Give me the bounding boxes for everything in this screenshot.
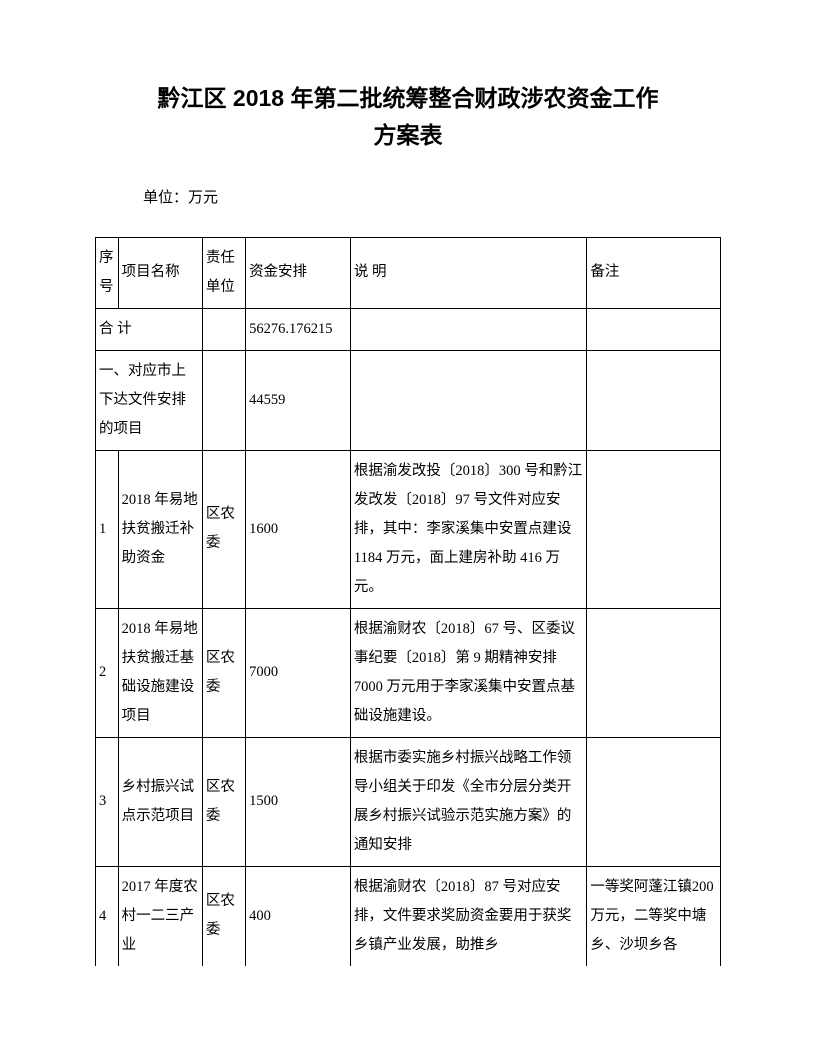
table-header-row: 序号 项目名称 责任单位 资金安排 说 明 备注 <box>96 237 721 308</box>
header-desc: 说 明 <box>350 237 586 308</box>
row-note <box>587 608 721 737</box>
row-note: 一等奖阿蓬江镇200 万元，二等奖中塘乡、沙坝乡各 <box>587 866 721 966</box>
total-note <box>587 308 721 350</box>
row-resp: 区农委 <box>202 450 245 608</box>
document-title: 黔江区 2018 年第二批统筹整合财政涉农资金工作 方案表 <box>95 80 721 154</box>
row-name: 2018 年易地扶贫搬迁补助资金 <box>118 450 202 608</box>
table-row: 2 2018 年易地扶贫搬迁基础设施建设项目 区农委 7000 根据渝财农〔20… <box>96 608 721 737</box>
total-row: 合 计 56276.176215 <box>96 308 721 350</box>
section-resp <box>202 350 245 450</box>
total-fund: 56276.176215 <box>246 308 351 350</box>
row-fund: 400 <box>246 866 351 966</box>
table-row: 1 2018 年易地扶贫搬迁补助资金 区农委 1600 根据渝发改投〔2018〕… <box>96 450 721 608</box>
row-desc: 根据渝财农〔2018〕87 号对应安排，文件要求奖励资金要用于获奖乡镇产业发展，… <box>350 866 586 966</box>
total-label: 合 计 <box>96 308 203 350</box>
row-seq: 2 <box>96 608 119 737</box>
header-note: 备注 <box>587 237 721 308</box>
row-note <box>587 737 721 866</box>
row-resp: 区农委 <box>202 737 245 866</box>
row-seq: 3 <box>96 737 119 866</box>
total-desc <box>350 308 586 350</box>
row-desc: 根据渝财农〔2018〕67 号、区委议事纪要〔2018〕第 9 期精神安排 70… <box>350 608 586 737</box>
table-row: 4 2017 年度农村一二三产业 区农委 400 根据渝财农〔2018〕87 号… <box>96 866 721 966</box>
row-resp: 区农委 <box>202 608 245 737</box>
data-table: 序号 项目名称 责任单位 资金安排 说 明 备注 合 计 56276.17621… <box>95 237 721 966</box>
section-fund: 44559 <box>246 350 351 450</box>
row-fund: 1600 <box>246 450 351 608</box>
section-row: 一、对应市上下达文件安排的项目 44559 <box>96 350 721 450</box>
header-name: 项目名称 <box>118 237 202 308</box>
row-desc: 根据市委实施乡村振兴战略工作领导小组关于印发《全市分层分类开展乡村振兴试验示范实… <box>350 737 586 866</box>
row-fund: 1500 <box>246 737 351 866</box>
row-desc: 根据渝发改投〔2018〕300 号和黔江发改发〔2018〕97 号文件对应安排，… <box>350 450 586 608</box>
total-resp <box>202 308 245 350</box>
section-note <box>587 350 721 450</box>
row-fund: 7000 <box>246 608 351 737</box>
title-line-1: 黔江区 2018 年第二批统筹整合财政涉农资金工作 <box>95 80 721 117</box>
row-name: 2017 年度农村一二三产业 <box>118 866 202 966</box>
row-seq: 4 <box>96 866 119 966</box>
table-row: 3 乡村振兴试点示范项目 区农委 1500 根据市委实施乡村振兴战略工作领导小组… <box>96 737 721 866</box>
row-note <box>587 450 721 608</box>
header-fund: 资金安排 <box>246 237 351 308</box>
title-line-2: 方案表 <box>95 117 721 154</box>
row-resp: 区农委 <box>202 866 245 966</box>
section-label: 一、对应市上下达文件安排的项目 <box>96 350 203 450</box>
header-resp: 责任单位 <box>202 237 245 308</box>
header-seq: 序号 <box>96 237 119 308</box>
row-seq: 1 <box>96 450 119 608</box>
row-name: 乡村振兴试点示范项目 <box>118 737 202 866</box>
row-name: 2018 年易地扶贫搬迁基础设施建设项目 <box>118 608 202 737</box>
unit-label: 单位：万元 <box>143 186 721 207</box>
section-desc <box>350 350 586 450</box>
